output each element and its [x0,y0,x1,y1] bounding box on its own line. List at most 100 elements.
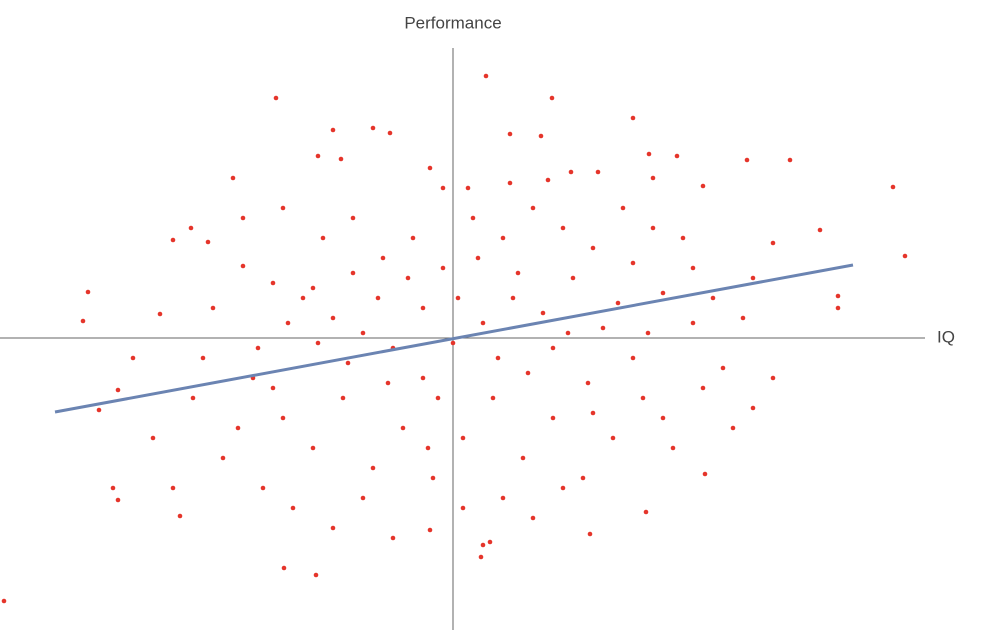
point [545,177,551,183]
point [235,425,241,431]
point [700,385,706,391]
point [510,295,516,301]
point [480,320,486,326]
point [310,285,316,291]
point [285,320,291,326]
point [787,157,793,163]
point [770,375,776,381]
point [590,410,596,416]
point [835,293,841,299]
point [515,270,521,276]
point [370,125,376,131]
point [478,554,484,560]
point [487,539,493,545]
point [630,115,636,121]
point [405,275,411,281]
point [590,245,596,251]
point [550,415,556,421]
point [255,345,261,351]
point [420,375,426,381]
point [370,465,376,471]
point [385,380,391,386]
point [600,325,606,331]
point [890,184,896,190]
point [460,505,466,511]
point [530,515,536,521]
point [643,509,649,515]
point [115,497,121,503]
point [520,455,526,461]
point [525,370,531,376]
y-axis-label: Performance [404,13,501,32]
point [483,73,489,79]
point [340,395,346,401]
point [425,445,431,451]
point [550,345,556,351]
point [85,289,91,295]
point [420,305,426,311]
point [273,95,279,101]
point [660,415,666,421]
point [188,225,194,231]
point [170,485,176,491]
point [660,290,666,296]
point [615,300,621,306]
point [290,505,296,511]
point [315,340,321,346]
point [720,365,726,371]
fit-line [54,263,854,414]
point [585,380,591,386]
point [96,407,102,413]
point [500,495,506,501]
point [157,311,163,317]
point [700,183,706,189]
point [130,355,136,361]
point [115,387,121,393]
point [345,360,351,366]
point [620,205,626,211]
point [568,169,574,175]
point [630,260,636,266]
point [280,415,286,421]
point [690,265,696,271]
point [387,130,393,136]
point [440,265,446,271]
point [730,425,736,431]
point [570,275,576,281]
point [360,330,366,336]
point [507,180,513,186]
point [750,275,756,281]
point [674,153,680,159]
point [315,153,321,159]
point [587,531,593,537]
point [350,215,356,221]
point [595,169,601,175]
point [375,295,381,301]
point [270,385,276,391]
point [490,395,496,401]
point [500,235,506,241]
point [150,435,156,441]
point [610,435,616,441]
point [646,151,652,157]
point [680,235,686,241]
point [560,485,566,491]
point [205,239,211,245]
point [710,295,716,301]
point [170,237,176,243]
point [465,185,471,191]
point [240,263,246,269]
point [580,475,586,481]
point [480,542,486,548]
point [770,240,776,246]
point [507,131,513,137]
point [460,435,466,441]
point [740,315,746,321]
point [750,405,756,411]
point [565,330,571,336]
point [390,535,396,541]
point [470,215,476,221]
point [313,572,319,578]
point [270,280,276,286]
